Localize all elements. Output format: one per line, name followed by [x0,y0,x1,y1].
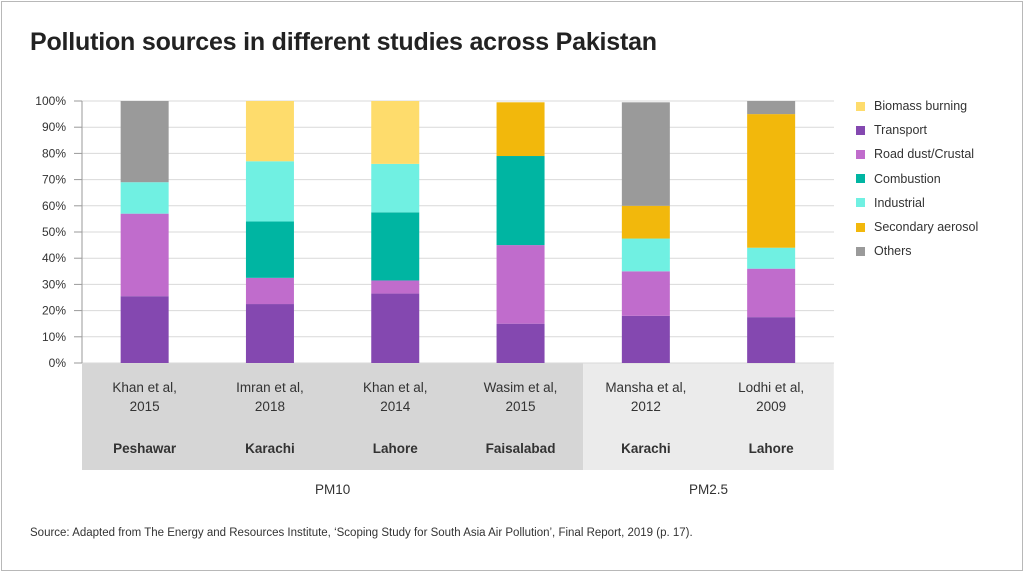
bar-segment-industrial [245,161,294,222]
legend-label: Combustion [874,171,941,186]
bar-segment-others [120,101,169,183]
y-tick-label: 0% [49,356,67,370]
category-band-1 [82,363,584,470]
bar-segment-industrial [621,238,670,272]
chart-title: Pollution sources in different studies a… [30,28,657,56]
bar-segment-biomass-burning [245,101,294,162]
city-label: Lahore [749,441,795,456]
y-tick-label: 60% [42,199,66,213]
bar-segment-secondary-aerosol [621,205,670,239]
legend-item: Industrial [856,191,978,215]
study-label: Imran et al, [236,380,304,395]
legend-swatch [856,125,865,135]
study-label: Lodhi et al, [738,380,804,395]
y-tick-label: 80% [42,146,66,160]
bar-segment-others [621,102,670,206]
bar-segment-transport [120,296,169,363]
legend-item: Biomass burning [856,94,978,118]
legend-swatch [856,246,865,256]
study-year-label: 2015 [130,399,160,414]
city-label: Peshawar [113,441,177,456]
legend-label: Road dust/Crustal [874,147,975,162]
y-tick-label: 30% [42,277,66,291]
city-label: Faisalabad [486,441,556,456]
bar-segment-road-dust-crustal [747,268,796,318]
y-tick-label: 40% [42,251,66,265]
group-label: PM10 [315,482,350,497]
bar-segment-road-dust-crustal [120,213,169,297]
city-label: Lahore [373,441,419,456]
legend: Biomass burning Transport Road dust/Crusta… [856,94,978,263]
study-year-label: 2009 [756,399,786,414]
legend-swatch [856,222,865,232]
legend-label: Others [874,244,912,259]
legend-label: Transport [874,123,928,138]
legend-swatch [856,149,865,159]
legend-item: Road dust/Crustal [856,142,978,166]
bar-segment-combustion [371,212,420,281]
bar-segment-road-dust-crustal [496,245,545,324]
group-label: PM2.5 [689,482,728,497]
bar-segment-transport [747,317,796,363]
bar-segment-industrial [120,182,169,214]
y-tick-label: 20% [42,304,66,318]
legend-label: Secondary aerosol [874,220,979,235]
bar-segment-industrial [747,247,796,269]
legend-swatch [856,198,865,208]
bar-segment-transport [621,315,670,363]
bar-segment-road-dust-crustal [621,271,670,316]
study-label: Khan et al, [112,380,177,395]
bar-segment-others [747,101,796,115]
legend-item: Combustion [856,167,978,191]
legend-swatch [856,174,865,184]
legend-item: Others [856,239,978,263]
bar-segment-combustion [245,221,294,278]
bar-segment-road-dust-crustal [371,280,420,294]
legend-label: Biomass burning [874,99,968,114]
y-tick-label: 100% [35,94,66,108]
bar-segment-road-dust-crustal [245,277,294,305]
legend-item: Transport [856,118,978,142]
legend-label: Industrial [874,195,925,210]
bar-segment-secondary-aerosol [747,114,796,248]
bar-segment-industrial [371,163,420,213]
study-label: Wasim et al, [484,380,558,395]
study-year-label: 2018 [255,399,285,414]
bar-segment-transport [371,293,420,363]
bar-segment-secondary-aerosol [496,102,545,157]
category-band-2 [583,363,834,470]
legend-swatch [856,101,865,111]
study-year-label: 2015 [506,399,536,414]
bar-segment-combustion [496,156,545,246]
legend-item: Secondary aerosol [856,215,978,239]
study-year-label: 2014 [380,399,411,414]
y-tick-label: 70% [42,173,66,187]
city-label: Karachi [245,441,295,456]
study-year-label: 2012 [631,399,661,414]
y-tick-label: 50% [42,225,66,239]
bar-segment-biomass-burning [371,101,420,164]
study-label: Khan et al, [363,380,428,395]
y-tick-label: 90% [42,120,66,134]
y-tick-label: 10% [42,330,66,344]
bar-segment-transport [496,323,545,363]
source-note: Source: Adapted from The Energy and Reso… [30,527,693,539]
study-label: Mansha et al, [605,380,686,395]
city-label: Karachi [621,441,671,456]
bar-segment-transport [245,304,294,363]
